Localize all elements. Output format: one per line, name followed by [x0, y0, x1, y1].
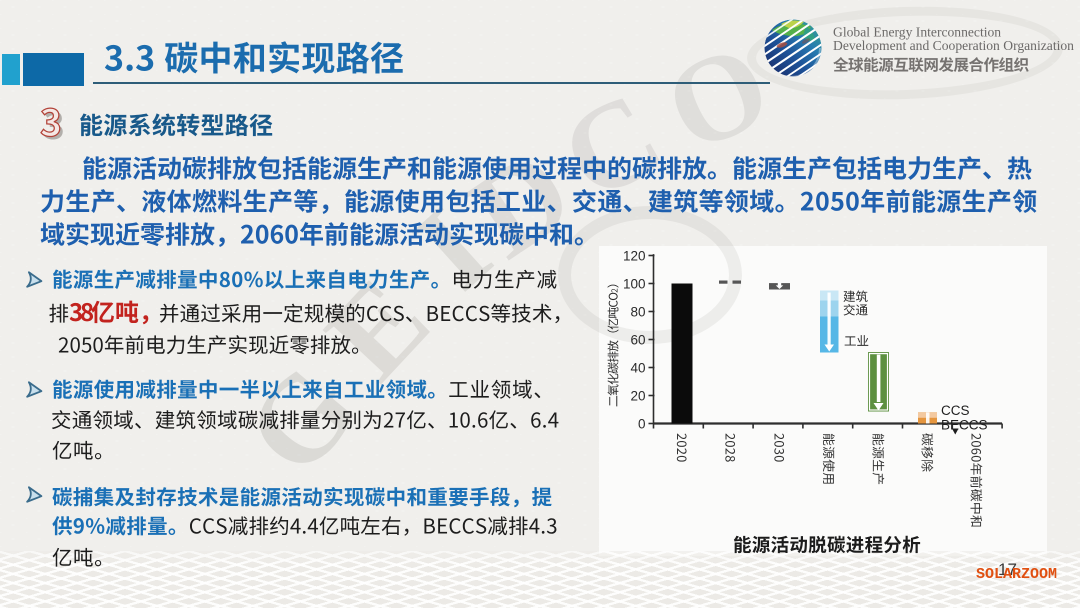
svg-text:80: 80 [630, 305, 645, 320]
svg-text:60: 60 [630, 333, 645, 348]
svg-text:20: 20 [630, 389, 645, 404]
svg-text:CCS: CCS [941, 403, 970, 418]
svg-text:SOLARZOOM: SOLARZOOM [976, 566, 1057, 583]
svg-text:Development and Cooperation Or: Development and Cooperation Organization [833, 38, 1074, 53]
svg-text:120: 120 [623, 249, 646, 264]
svg-text:40: 40 [630, 361, 645, 376]
svg-text:100: 100 [623, 277, 646, 292]
svg-text:BECCS: BECCS [941, 418, 988, 433]
svg-text:Global Energy Interconnection: Global Energy Interconnection [833, 25, 1001, 40]
svg-text:17: 17 [998, 560, 1017, 579]
svg-text:0: 0 [638, 417, 646, 432]
